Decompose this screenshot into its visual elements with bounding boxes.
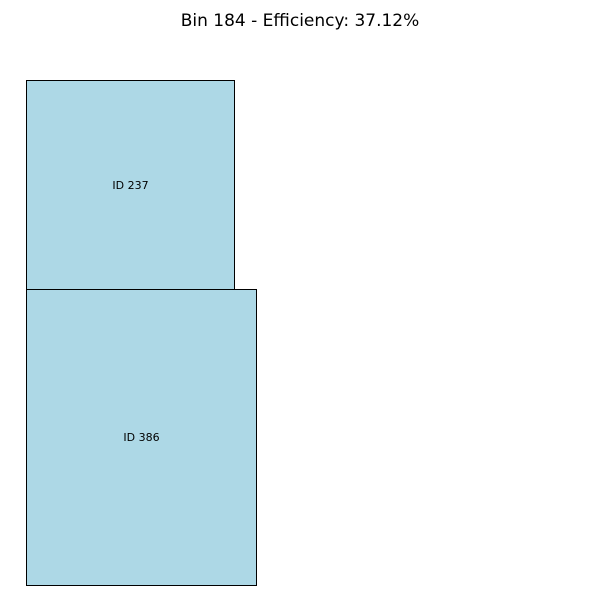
packed-item-237: ID 237 [26, 80, 235, 290]
item-label-386: ID 386 [123, 431, 160, 444]
item-label-237: ID 237 [112, 178, 149, 192]
figure-title: Bin 184 - Efficiency: 37.12% [180, 11, 420, 31]
packed-item-386: ID 386 [26, 289, 257, 586]
